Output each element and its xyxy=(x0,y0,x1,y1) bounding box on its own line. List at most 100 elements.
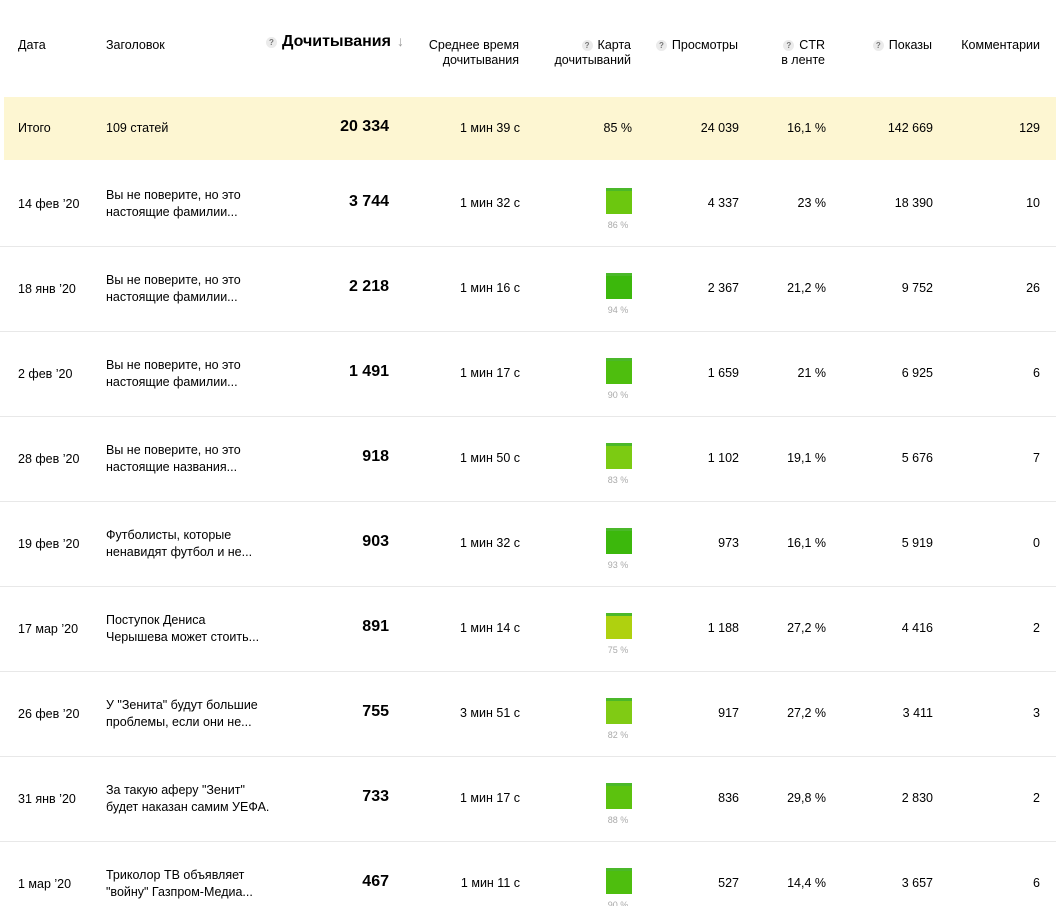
row-views: 527 xyxy=(718,876,739,890)
table-row[interactable]: 2 фев ’20 Вы не поверите, но это настоящие… xyxy=(0,331,1056,417)
row-title[interactable]: Триколор ТВ объявляет "войну" Газпром-Мед… xyxy=(106,867,281,901)
row-reads: 755 xyxy=(362,703,389,720)
read-map-thumbnail[interactable] xyxy=(606,868,632,894)
column-impressions[interactable]: ? Показы xyxy=(872,38,932,53)
read-map-thumbnail[interactable] xyxy=(606,528,632,554)
row-date: 14 фев ’20 xyxy=(18,197,80,211)
row-ctr: 21 % xyxy=(797,366,827,380)
total-read-map: 85 % xyxy=(603,121,633,135)
table-row[interactable]: 1 мар ’20 Триколор ТВ объявляет "войну" Га… xyxy=(0,841,1056,906)
row-title-line1: За такую аферу "Зенит" xyxy=(106,783,245,797)
row-title[interactable]: Поступок Дениса Черышева может стоить... xyxy=(106,612,281,646)
row-date: 26 фев ’20 xyxy=(18,707,80,721)
row-title-line2: настоящие фамилии... xyxy=(106,205,238,219)
total-row: Итого 109 статей 20 334 1 мин 39 с 85 % … xyxy=(4,97,1056,160)
row-ctr: 21,2 % xyxy=(787,281,826,295)
column-avg-time-line1: Среднее время xyxy=(428,38,519,52)
table-row[interactable]: 19 фев ’20 Футболисты, которые ненавидят ф… xyxy=(0,501,1056,587)
read-map-thumbnail[interactable] xyxy=(606,188,632,214)
read-map-percent: 83 % xyxy=(607,475,629,485)
row-ctr: 27,2 % xyxy=(787,621,826,635)
table-row[interactable]: 18 янв ’20 Вы не поверите, но это настоящи… xyxy=(0,246,1056,332)
help-icon[interactable]: ? xyxy=(655,40,667,51)
row-title[interactable]: У "Зенита" будут большие проблемы, если о… xyxy=(106,697,281,731)
row-title[interactable]: За такую аферу "Зенит" будет наказан сами… xyxy=(106,782,281,816)
column-date[interactable]: Дата xyxy=(18,38,46,52)
column-read-map-line2: дочитываний xyxy=(554,53,632,67)
row-date: 2 фев ’20 xyxy=(18,367,73,381)
row-title[interactable]: Вы не поверите, но это настоящие фамилии.… xyxy=(106,357,281,391)
read-map-thumbnail[interactable] xyxy=(606,698,632,724)
table-row[interactable]: 26 фев ’20 У "Зенита" будут большие пробле… xyxy=(0,671,1056,757)
table-row[interactable]: 14 фев ’20 Вы не поверите, но это настоящи… xyxy=(0,161,1056,247)
row-avg-time: 3 мин 51 с xyxy=(459,706,520,720)
total-impressions: 142 669 xyxy=(887,121,933,135)
read-map-thumbnail[interactable] xyxy=(606,358,632,384)
column-reads[interactable]: ? Дочитывания ↓ xyxy=(266,34,404,50)
help-icon[interactable]: ? xyxy=(266,37,277,48)
row-avg-time: 1 мин 32 с xyxy=(459,536,520,550)
row-title-line1: Футболисты, которые xyxy=(106,528,232,542)
row-title[interactable]: Вы не поверите, но это настоящие названия… xyxy=(106,442,281,476)
read-map-percent: 93 % xyxy=(607,560,629,570)
sort-desc-icon[interactable]: ↓ xyxy=(396,33,404,49)
row-views: 4 337 xyxy=(707,196,739,210)
row-avg-time: 1 мин 11 с xyxy=(460,876,520,890)
row-title-line1: Вы не поверите, но это xyxy=(106,188,241,202)
row-impressions: 4 416 xyxy=(901,621,933,635)
total-avg-time: 1 мин 39 с xyxy=(459,121,520,135)
column-ctr[interactable]: ? CTR в ленте xyxy=(781,38,825,68)
column-comments[interactable]: Комментарии xyxy=(961,38,1040,52)
row-title-line1: Триколор ТВ объявляет xyxy=(106,868,245,882)
row-date: 31 янв ’20 xyxy=(18,792,76,806)
read-map-thumbnail[interactable] xyxy=(606,443,632,469)
row-comments: 0 xyxy=(1033,536,1040,550)
column-views-label: Просмотры xyxy=(671,38,738,52)
table-row[interactable]: 28 фев ’20 Вы не поверите, но это настоящи… xyxy=(0,416,1056,502)
row-title-line2: настоящие фамилии... xyxy=(106,290,238,304)
row-date: 1 мар ’20 xyxy=(18,877,72,891)
row-title[interactable]: Футболисты, которые ненавидят футбол и не… xyxy=(106,527,281,561)
row-avg-time: 1 мин 14 с xyxy=(459,621,520,635)
row-ctr: 19,1 % xyxy=(787,451,826,465)
row-reads: 3 744 xyxy=(348,193,389,210)
read-map-thumbnail[interactable] xyxy=(606,273,632,299)
table-row[interactable]: 31 янв ’20 За такую аферу "Зенит" будет на… xyxy=(0,756,1056,842)
read-map-thumbnail[interactable] xyxy=(606,613,632,639)
help-icon[interactable]: ? xyxy=(783,40,795,51)
row-title[interactable]: Вы не поверите, но это настоящие фамилии.… xyxy=(106,272,281,306)
column-avg-time[interactable]: Среднее время дочитывания xyxy=(429,38,519,68)
row-comments: 26 xyxy=(1026,281,1040,295)
read-map-percent: 88 % xyxy=(607,815,629,825)
column-views[interactable]: ? Просмотры xyxy=(655,38,738,53)
help-icon[interactable]: ? xyxy=(872,40,884,51)
row-reads: 918 xyxy=(362,448,389,465)
row-date: 18 янв ’20 xyxy=(18,282,76,296)
help-icon[interactable]: ? xyxy=(581,40,593,51)
column-title[interactable]: Заголовок xyxy=(106,38,165,52)
row-title[interactable]: Вы не поверите, но это настоящие фамилии.… xyxy=(106,187,281,221)
row-reads: 2 218 xyxy=(348,278,389,295)
column-impressions-label: Показы xyxy=(888,38,932,52)
row-comments: 3 xyxy=(1033,706,1040,720)
read-map-percent: 75 % xyxy=(607,645,629,655)
column-reads-label: Дочитывания xyxy=(282,33,391,50)
row-avg-time: 1 мин 17 с xyxy=(459,791,520,805)
row-title-line1: У "Зенита" будут большие xyxy=(106,698,258,712)
row-title-line2: проблемы, если они не... xyxy=(106,715,252,729)
row-ctr: 23 % xyxy=(797,196,827,210)
total-ctr: 16,1 % xyxy=(787,121,826,135)
row-impressions: 2 830 xyxy=(901,791,933,805)
row-title-line2: Черышева может стоить... xyxy=(106,630,260,644)
row-title-line2: будет наказан самим УЕФА. xyxy=(106,800,270,814)
row-avg-time: 1 мин 32 с xyxy=(459,196,520,210)
row-avg-time: 1 мин 17 с xyxy=(459,366,520,380)
column-read-map[interactable]: ? Карта дочитываний xyxy=(555,38,632,68)
table-row[interactable]: 17 мар ’20 Поступок Дениса Черышева может … xyxy=(0,586,1056,672)
total-views: 24 039 xyxy=(700,121,739,135)
read-map-thumbnail[interactable] xyxy=(606,783,632,809)
row-title-line2: настоящие фамилии... xyxy=(106,375,238,389)
row-comments: 2 xyxy=(1033,621,1040,635)
row-impressions: 18 390 xyxy=(894,196,933,210)
